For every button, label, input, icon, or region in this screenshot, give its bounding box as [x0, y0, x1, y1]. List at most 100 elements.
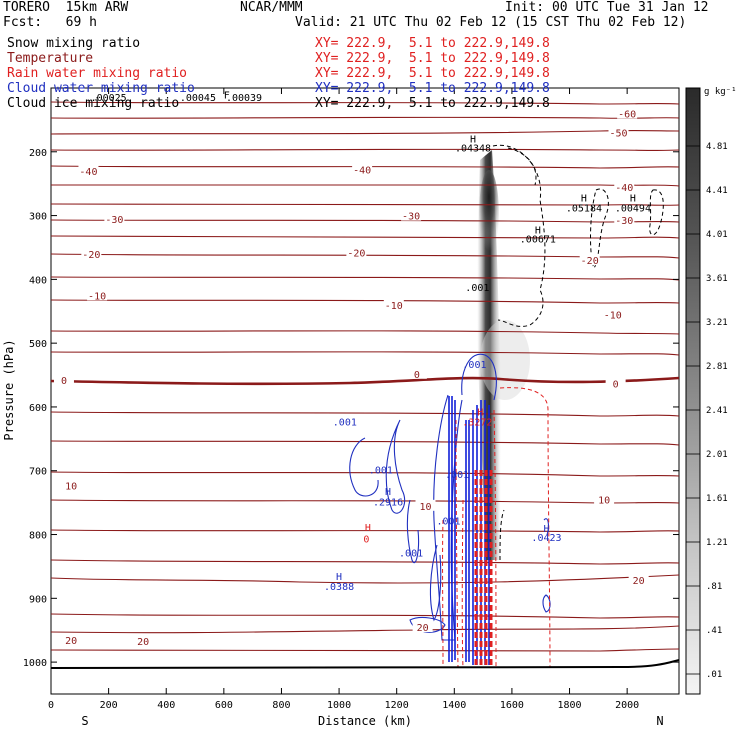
y-tick-label: 1000: [23, 658, 47, 669]
freezing-level: [51, 376, 679, 386]
field-labels: H.04348H.00671H.05184H.00494.001.001H.32…: [91, 90, 651, 593]
field-label: .001: [465, 283, 489, 294]
field-label: H: [535, 226, 541, 237]
field-label: H: [543, 524, 549, 535]
field-label: H: [477, 407, 483, 418]
field-label: .00045: [180, 93, 216, 104]
temperature-labels: -60 -50 -40 -40 -40 -30 -30 -30 -20 -20 -20 -10 -10 -…: [53, 107, 649, 648]
colorbar-labels: 4.81 4.41 4.01 3.61 3.21 2.81 2.41 2.01 1.61 1.21…: [686, 142, 728, 680]
temp-label-bg: [133, 635, 154, 647]
colorbar-units: g kg⁻¹: [704, 87, 737, 97]
y-tick-label: 200: [29, 148, 47, 159]
x-tick-label: 1400: [442, 700, 466, 711]
colorbar-label: 4.01: [706, 230, 728, 240]
temperature-label: -30: [402, 212, 420, 223]
center-title: NCAR/MMM: [240, 0, 303, 15]
temperature-label: 10: [65, 481, 77, 492]
temp-label-bg: [78, 164, 99, 176]
init-time: Init: 00 UTC Tue 31 Jan 12: [505, 0, 709, 15]
snow-contours: [492, 144, 664, 561]
temp-label-bg: [352, 163, 373, 175]
x-axis: 0 200 400 600 800 1000 1200 1400 1600 1800 2000: [48, 88, 639, 711]
field-label: .001: [462, 360, 486, 371]
x-end-left: S: [81, 714, 88, 728]
temp-label-bg: [605, 377, 626, 389]
ground-line: [51, 659, 679, 669]
legend-label-cloud-ice: Cloud ice mixing ratio: [7, 96, 180, 111]
colorbar-label: 4.41: [706, 186, 728, 196]
legend-label-cloud-water: Cloud water mixing ratio: [7, 81, 195, 96]
temperature-label: -40: [79, 167, 97, 178]
y-tick-label: 400: [29, 275, 47, 286]
colorbar-label: 3.61: [706, 274, 728, 284]
field-label: .001: [333, 418, 357, 429]
plot-area: [50, 87, 680, 695]
temp-label-bg: [53, 374, 74, 386]
temperature-label: -50: [609, 129, 627, 140]
x-tick-label: 800: [272, 700, 290, 711]
temperature-label: -60: [618, 110, 636, 121]
field-label: .001: [399, 548, 423, 559]
x-tick-label: 400: [157, 700, 175, 711]
field-label: H: [385, 487, 391, 498]
y-tick-label: 600: [29, 403, 47, 414]
temperature-label: -20: [82, 250, 100, 261]
temp-label-bg: [608, 126, 629, 138]
snow-shading: [477, 150, 501, 560]
field-label: H: [365, 523, 371, 534]
field-label: .0388: [324, 582, 354, 593]
temp-label-bg: [628, 573, 649, 585]
temperature-label: -30: [615, 216, 633, 227]
temp-label-bg: [617, 107, 638, 119]
colorbar-label: 1.61: [706, 494, 728, 504]
x-end-right: N: [656, 714, 663, 728]
legend-label-rain: Rain water mixing ratio: [7, 66, 188, 81]
temperature-label: -30: [105, 215, 123, 226]
field-label: .2916: [373, 497, 403, 508]
temp-label-bg: [61, 633, 82, 645]
cloud-water-contours: [349, 353, 551, 641]
legend-label-temperature: Temperature: [7, 51, 94, 66]
colorbar-label: 1.21: [706, 538, 728, 548]
rain-core: [474, 470, 493, 665]
legend-label-snow: Snow mixing ratio: [7, 36, 141, 51]
temp-label-bg: [346, 246, 367, 258]
colorbar-label: .41: [706, 626, 722, 636]
colorbar-label: 2.01: [706, 450, 728, 460]
colorbar-label: .01: [706, 670, 722, 680]
temp-label-bg: [87, 289, 108, 301]
temp-label-bg: [594, 493, 615, 505]
temperature-label: 20: [417, 623, 429, 634]
field-label: .3272: [462, 418, 492, 429]
field-label: .001: [436, 516, 460, 527]
colorbar-label: 3.21: [706, 318, 728, 328]
x-tick-label: 1600: [500, 700, 524, 711]
field-label: .001: [445, 470, 469, 481]
x-tick-label: 1200: [385, 700, 409, 711]
temperature-label: -10: [604, 310, 622, 321]
legend-xy-temperature: XY= 222.9, 5.1 to 222.9,149.8: [315, 51, 550, 66]
field-label: .00671: [520, 235, 556, 246]
temp-label-bg: [579, 254, 600, 266]
field-label: H: [470, 134, 476, 145]
field-label: .05184: [566, 203, 602, 214]
rain-contours: [442, 387, 551, 669]
temp-label-bg: [412, 621, 433, 633]
legend-xy-rain: XY= 222.9, 5.1 to 222.9,149.8: [315, 66, 550, 81]
model-title: TORERO 15km ARW: [3, 0, 129, 15]
x-tick-label: 2000: [615, 700, 639, 711]
temperature-label: 20: [65, 636, 77, 647]
field-label: .00039: [226, 93, 262, 104]
temperature-label: -40: [353, 166, 371, 177]
x-tick-label: 600: [215, 700, 233, 711]
temperature-label: 10: [598, 495, 610, 506]
temperature-label: 0: [414, 370, 420, 381]
temperature-contours: [51, 101, 679, 652]
colorbar-label: 2.81: [706, 362, 728, 372]
temperature-label: -20: [347, 249, 365, 260]
legend-xy-cloud-water: XY= 222.9, 5.1 to 222.9,149.8: [315, 81, 550, 96]
colorbar: [685, 87, 701, 695]
field-label: H: [581, 194, 587, 205]
colorbar-label: .81: [706, 582, 722, 592]
